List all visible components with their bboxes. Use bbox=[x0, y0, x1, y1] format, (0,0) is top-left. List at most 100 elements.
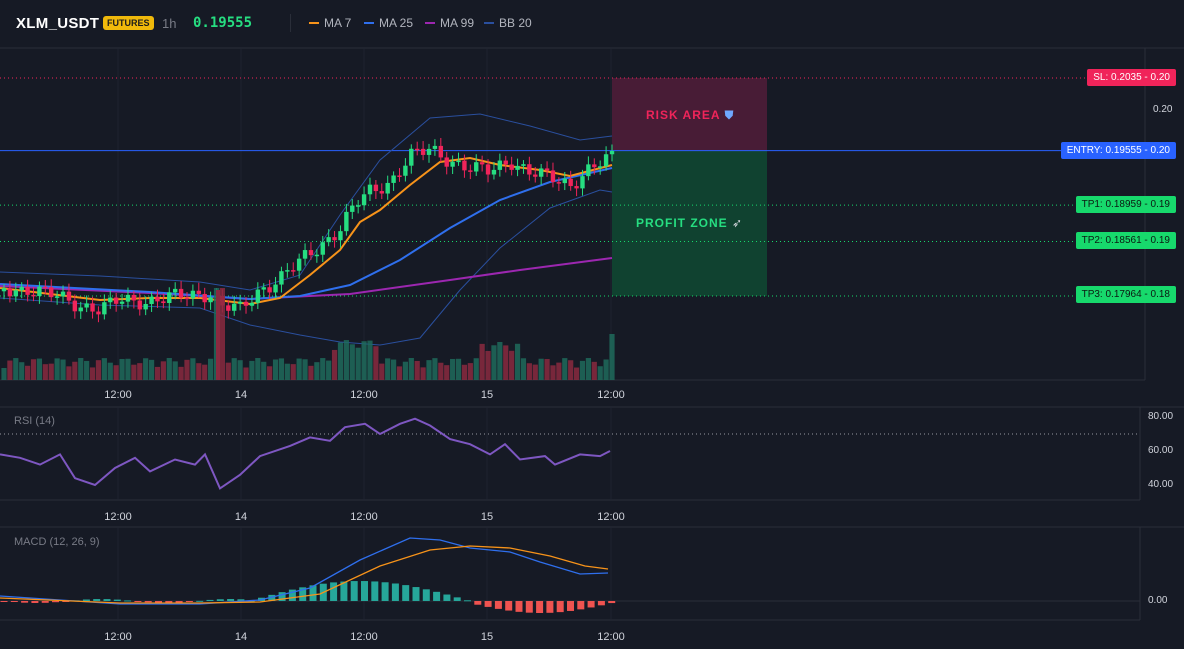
volume-bar bbox=[172, 361, 178, 380]
legend-ma7[interactable]: MA 7 bbox=[309, 16, 351, 30]
symbol-name[interactable]: XLM_USDT bbox=[16, 15, 100, 32]
candle-body bbox=[137, 300, 142, 310]
candle-body bbox=[279, 271, 284, 285]
candle-body bbox=[409, 148, 414, 166]
candle-body bbox=[609, 151, 615, 155]
candle-body bbox=[232, 303, 237, 311]
volume-bar bbox=[402, 361, 408, 380]
volume-bar bbox=[272, 359, 279, 380]
candle-body bbox=[43, 286, 48, 289]
volume-bar bbox=[36, 358, 43, 380]
candle-body bbox=[509, 164, 514, 170]
volume-bar bbox=[243, 367, 249, 380]
macd-histogram-bar bbox=[82, 599, 90, 601]
macd-histogram-bar bbox=[144, 601, 152, 603]
macd-histogram-bar bbox=[391, 583, 399, 601]
candle-body bbox=[391, 175, 396, 183]
volume-bar bbox=[526, 363, 532, 380]
macd-histogram-bar bbox=[113, 599, 121, 601]
legend-bb20[interactable]: BB 20 bbox=[484, 16, 532, 30]
candle-body bbox=[131, 294, 137, 301]
macd-histogram-bar bbox=[93, 599, 101, 601]
macd-histogram-bar bbox=[433, 591, 441, 601]
candle-body bbox=[249, 302, 255, 306]
legend-ma25[interactable]: MA 25 bbox=[364, 16, 413, 30]
volume-bar bbox=[479, 343, 485, 380]
candle-body bbox=[90, 303, 95, 312]
volume-bar bbox=[343, 340, 349, 380]
candle-body bbox=[267, 287, 272, 293]
candle-body bbox=[66, 291, 72, 301]
tp1-tag[interactable]: TP1: 0.18959 - 0.19 bbox=[1075, 196, 1176, 213]
macd-histogram-bar bbox=[21, 601, 29, 603]
macd-histogram-bar bbox=[577, 601, 585, 610]
volume-bar bbox=[60, 359, 66, 380]
tp3-axis-value: 0.18 bbox=[1150, 289, 1170, 300]
candle-body bbox=[285, 270, 290, 272]
candle-body bbox=[574, 186, 579, 189]
macd-histogram-bar bbox=[278, 592, 286, 601]
volume-bar bbox=[66, 366, 72, 380]
tp2-tag[interactable]: TP2: 0.18561 - 0.19 bbox=[1075, 232, 1176, 249]
entry-tag[interactable]: ENTRY: 0.19555 - 0.20 bbox=[1060, 142, 1176, 159]
volume-bar bbox=[520, 358, 527, 380]
stop-loss-tag[interactable]: SL: 0.2035 - 0.20 bbox=[1087, 69, 1176, 86]
candle-body bbox=[190, 290, 196, 299]
macd-histogram-bar bbox=[464, 600, 471, 602]
macd-histogram-bar bbox=[309, 585, 317, 601]
volume-bar bbox=[148, 359, 155, 380]
macd-histogram-bar bbox=[494, 601, 502, 609]
volume-bar bbox=[609, 334, 615, 380]
macd-histogram-bar bbox=[474, 601, 482, 605]
macd-histogram-bar bbox=[216, 599, 224, 601]
volume-bar bbox=[190, 358, 196, 380]
volume-bar bbox=[532, 364, 538, 380]
tp3-tag[interactable]: TP3: 0.17964 - 0.18 bbox=[1075, 286, 1176, 303]
legend-ma7-label: MA 7 bbox=[324, 16, 352, 30]
macd-histogram-bar bbox=[597, 601, 605, 606]
candle-body bbox=[243, 301, 249, 306]
volume-bar bbox=[568, 360, 574, 380]
volume-bar bbox=[261, 361, 267, 380]
volume-bar bbox=[367, 340, 373, 380]
candle-body bbox=[96, 311, 101, 315]
candle-body bbox=[403, 165, 408, 176]
volume-bar bbox=[278, 358, 285, 380]
macd-histogram-bar bbox=[505, 601, 513, 611]
volume-bar bbox=[267, 366, 273, 380]
tp2-axis-value: 0.19 bbox=[1150, 235, 1170, 246]
volume-bar bbox=[497, 342, 503, 380]
volume-bar bbox=[125, 358, 131, 380]
volume-bar bbox=[390, 359, 397, 380]
volume-bar bbox=[178, 366, 184, 380]
volume-bar bbox=[78, 358, 84, 380]
volume-bar bbox=[544, 359, 550, 380]
volume-bar bbox=[89, 367, 96, 380]
volume-bar bbox=[579, 360, 586, 380]
time-label-macd: 12:00 bbox=[597, 631, 625, 643]
candle-body bbox=[592, 164, 597, 168]
macd-histogram-bar bbox=[608, 601, 616, 604]
time-label-macd: 15 bbox=[480, 631, 494, 643]
candle-body bbox=[237, 301, 243, 304]
volume-bar bbox=[184, 359, 190, 380]
candle-body bbox=[385, 182, 390, 194]
candle-body bbox=[479, 162, 485, 165]
macd-histogram-bar bbox=[422, 589, 430, 601]
candle-body bbox=[54, 296, 60, 298]
volume-bar bbox=[48, 363, 54, 380]
time-label-main: 12:00 bbox=[104, 389, 132, 401]
volume-bar bbox=[314, 362, 320, 380]
rsi-pane-title: RSI (14) bbox=[14, 415, 55, 427]
rsi-tick-40: 40.00 bbox=[1148, 479, 1174, 490]
timeframe-selector[interactable]: 1h bbox=[162, 16, 177, 31]
candle-body bbox=[355, 205, 361, 207]
candle-body bbox=[1, 288, 7, 292]
volume-bar bbox=[373, 346, 379, 380]
candle-body bbox=[450, 161, 455, 167]
candle-body bbox=[426, 148, 432, 155]
legend-ma99[interactable]: MA 99 bbox=[425, 16, 474, 30]
ma7-swatch bbox=[309, 22, 319, 24]
candle-body bbox=[556, 182, 562, 184]
